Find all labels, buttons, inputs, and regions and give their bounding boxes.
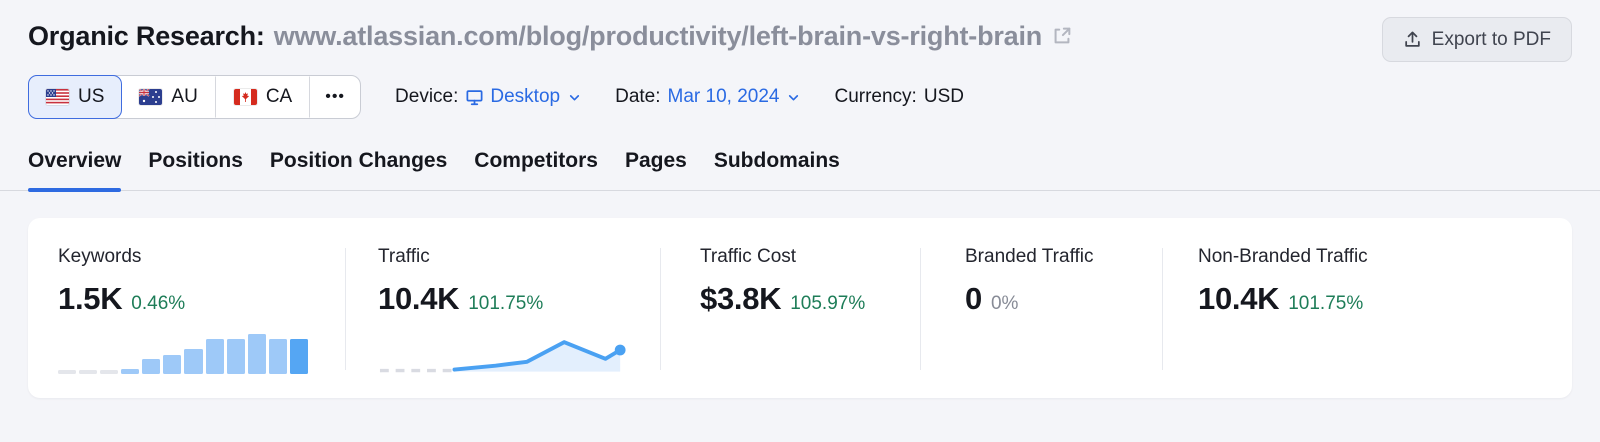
metric-traffic: Traffic 10.4K 101.75% [345, 246, 660, 398]
country-tab-au[interactable]: AU [121, 76, 216, 118]
metric-value: 10.4K [378, 281, 460, 316]
device-value: Desktop [490, 86, 561, 107]
bar-segment [121, 369, 140, 374]
au-flag-icon [139, 89, 163, 105]
traffic-line-sparkline [378, 330, 628, 374]
metric-traffic-cost: Traffic Cost $3.8K 105.97% [660, 246, 920, 398]
country-tab-label: AU [171, 86, 198, 107]
bar-segment [79, 370, 98, 374]
country-selector: US AU CA [28, 75, 362, 119]
export-button-label: Export to PDF [1431, 28, 1551, 50]
metric-change: 101.75% [468, 293, 544, 314]
chevron-down-icon [569, 94, 580, 100]
upload-icon [1403, 30, 1422, 49]
export-to-pdf-button[interactable]: Export to PDF [1381, 17, 1572, 62]
more-countries-button[interactable]: ••• [310, 76, 360, 118]
bar-segment [247, 334, 266, 374]
device-filter: Device: Desktop [395, 86, 581, 108]
metric-label: Traffic [378, 246, 430, 267]
chevron-down-icon [789, 94, 799, 100]
country-tab-ca[interactable]: CA [216, 76, 311, 118]
currency-value: USD [923, 86, 964, 107]
currency-indicator: Currency: USD [834, 86, 963, 108]
bar-segment [184, 349, 203, 374]
keywords-bar-sparkline [58, 330, 308, 374]
date-filter-label: Date: [615, 86, 661, 107]
analyzed-url: www.atlassian.com/blog/productivity/left… [273, 21, 1043, 51]
country-tab-us[interactable]: US [28, 75, 123, 119]
page-header: Organic Research: www.atlassian.com/blog… [0, 0, 1600, 62]
currency-label: Currency: [834, 86, 917, 107]
metric-keywords: Keywords 1.5K 0.46% [28, 246, 345, 398]
metrics-summary-card: Keywords 1.5K 0.46% Traffic 10.4K 101.75… [28, 218, 1572, 398]
metric-change: 105.97% [790, 293, 866, 314]
country-tab-label: CA [265, 86, 293, 107]
tab-positions[interactable]: Positions [148, 149, 243, 172]
filter-bar: US AU CA [28, 75, 1572, 119]
metric-label: Traffic Cost [700, 246, 797, 267]
external-link-icon[interactable] [1051, 25, 1073, 47]
date-value: Mar 10, 2024 [667, 86, 780, 107]
metric-branded-traffic: Branded Traffic 0 0% [920, 246, 1162, 398]
metric-label: Non-Branded Traffic [1198, 246, 1368, 267]
tab-position-changes[interactable]: Position Changes [269, 149, 448, 172]
tab-pages[interactable]: Pages [624, 149, 687, 172]
tab-overview[interactable]: Overview [28, 149, 122, 192]
report-name: Organic Research: [28, 21, 265, 51]
report-tabs: Overview Positions Position Changes Comp… [0, 119, 1600, 192]
desktop-monitor-icon [465, 88, 484, 107]
ca-flag-icon [233, 89, 257, 105]
metric-non-branded-traffic: Non-Branded Traffic 10.4K 101.75% [1162, 246, 1572, 398]
bar-segment [226, 339, 245, 374]
bar-segment [205, 339, 224, 374]
metric-label: Keywords [58, 246, 142, 267]
metric-change: 0% [990, 293, 1019, 314]
page-title: Organic Research: www.atlassian.com/blog… [28, 16, 1073, 56]
ellipsis-icon: ••• [325, 88, 346, 105]
bar-segment [58, 370, 77, 374]
bar-segment [289, 339, 308, 374]
device-filter-label: Device: [395, 86, 459, 107]
bar-segment [100, 370, 119, 374]
metric-value: 1.5K [58, 281, 123, 316]
metric-value: $3.8K [700, 281, 782, 316]
bar-segment [142, 359, 161, 374]
bar-segment [163, 355, 182, 374]
date-filter: Date: Mar 10, 2024 [615, 86, 800, 108]
metric-change: 101.75% [1288, 293, 1364, 314]
metric-label: Branded Traffic [965, 246, 1094, 267]
country-tab-label: US [78, 86, 105, 107]
metric-change: 0.46% [131, 293, 186, 314]
bar-segment [268, 339, 287, 374]
metric-value: 10.4K [1198, 281, 1280, 316]
us-flag-icon [46, 89, 69, 105]
metric-value: 0 [965, 281, 982, 316]
device-dropdown[interactable]: Desktop [465, 86, 581, 108]
tab-subdomains[interactable]: Subdomains [713, 149, 840, 172]
tab-competitors[interactable]: Competitors [474, 149, 598, 172]
date-dropdown[interactable]: Mar 10, 2024 [668, 86, 801, 108]
